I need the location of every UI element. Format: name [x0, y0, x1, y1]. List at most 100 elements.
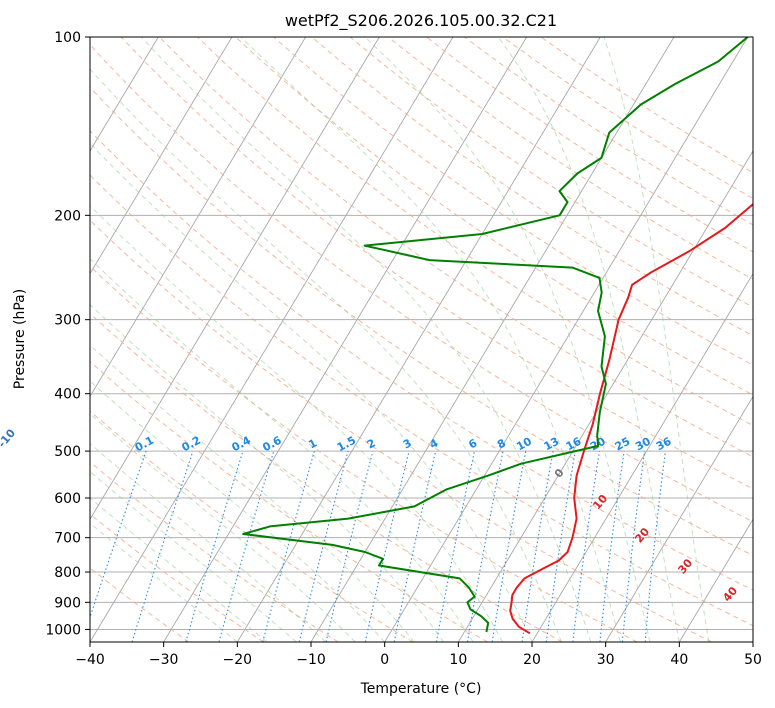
moist-adiabat-line — [90, 413, 356, 642]
mixing-ratio-line — [325, 450, 374, 642]
mixing-ratio-line — [262, 450, 315, 642]
dry-adiabat-line — [90, 410, 414, 642]
dry-adiabat-line — [426, 37, 753, 253]
isotherm-line — [90, 37, 307, 398]
mixing-ratio-label: 13 — [542, 435, 562, 454]
x-tick-label: −30 — [149, 652, 179, 668]
dry-adiabat-line — [90, 130, 753, 591]
dry-adiabat-line — [349, 37, 753, 308]
moist-adiabat-line — [240, 37, 621, 642]
chart-title: wetPf2_S206.2026.105.00.32.C21 — [285, 11, 557, 31]
mixing-ratio-line — [621, 451, 646, 642]
mixing-ratio-line — [218, 450, 275, 642]
dry-adiabat-line — [197, 37, 753, 427]
dry-adiabat-line — [90, 174, 753, 627]
moist-adiabat-line — [90, 68, 562, 642]
mixing-ratio-label: 10 — [514, 435, 534, 454]
mixing-ratio-line — [364, 450, 410, 642]
dry-adiabat-line — [90, 513, 264, 642]
moist-adiabat-line — [90, 442, 327, 642]
dry-adiabat-line — [273, 37, 753, 366]
dry-adiabat-line — [90, 312, 563, 642]
mixing-ratio-label: 2 — [365, 436, 378, 451]
dry-adiabat-line — [90, 567, 190, 642]
moist-adiabat-line — [90, 344, 415, 642]
y-tick-label: 200 — [54, 208, 81, 224]
mixing-ratio-label: 16 — [564, 434, 584, 453]
dry-adiabat-line — [158, 37, 753, 458]
x-tick-label: −10 — [296, 652, 326, 668]
mixing-ratio-line — [185, 450, 244, 642]
x-tick-label: −40 — [75, 652, 105, 668]
background-lines — [0, 37, 753, 642]
moist-adiabat-line — [90, 497, 268, 642]
mixing-ratio-line — [599, 451, 625, 642]
dry-adiabat-line — [235, 37, 753, 396]
x-axis-label: Temperature (°C) — [360, 681, 482, 697]
moist-adiabat-line — [90, 142, 533, 642]
dry-adiabat-line — [90, 43, 753, 523]
mixing-ratio-line — [545, 451, 576, 642]
isotherm-line — [457, 150, 753, 642]
y-tick-label: 400 — [54, 387, 81, 403]
isotherm-line — [384, 37, 749, 642]
y-tick-label: 900 — [54, 595, 81, 611]
moist-adiabat-line — [140, 37, 592, 642]
mixing-ratio-line — [521, 451, 554, 642]
isotherm-line — [90, 37, 380, 521]
moist-adiabat-line — [90, 470, 297, 642]
y-tick-label: 500 — [54, 444, 81, 460]
x-tick-label: 0 — [380, 652, 389, 668]
mixing-ratio-label: 3 — [401, 436, 414, 451]
isotherm-line — [678, 518, 753, 642]
y-tick-label: 1000 — [45, 622, 81, 638]
moist-adiabat-line — [90, 380, 386, 642]
y-tick-label: 800 — [54, 565, 81, 581]
isotherm-line — [605, 395, 753, 642]
mixing-ratio-label: 30 — [633, 435, 653, 454]
dry-adiabat-line — [311, 37, 753, 337]
x-tick-label: 50 — [744, 652, 762, 668]
dewpoint-profile-line — [242, 37, 749, 633]
moist-adiabat-line — [90, 304, 444, 642]
moist-adiabat-label: 0 — [552, 466, 567, 480]
mixing-ratio-label: 25 — [613, 435, 633, 454]
y-axis-label: Pressure (hPa) — [12, 289, 28, 389]
x-tick-label: −20 — [223, 652, 253, 668]
isotherm-line — [752, 641, 753, 642]
moist-adiabat-label: 20 — [632, 525, 652, 545]
mixing-ratio-label: 36 — [654, 434, 674, 453]
dry-adiabat-line — [90, 461, 339, 642]
isotherm-line — [0, 37, 11, 642]
mixing-ratio-label: 6 — [466, 436, 479, 451]
y-axis-ticks: 100 200 300 400 500 600 700 800 900 1000 — [45, 30, 90, 638]
mixing-ratio-label: 8 — [495, 436, 508, 451]
y-tick-label: 600 — [54, 491, 81, 507]
x-tick-label: 40 — [670, 652, 688, 668]
mixing-ratio-line — [298, 450, 349, 642]
plot-frame — [89, 36, 754, 643]
moist-adiabat-label: 10 — [590, 492, 610, 512]
dry-adiabat-line — [90, 360, 488, 642]
y-tick-label: 100 — [54, 30, 81, 46]
moist-adiabat-line — [90, 258, 474, 642]
isotherm-line — [531, 272, 753, 642]
x-tick-label: 20 — [523, 652, 541, 668]
mixing-ratio-line — [644, 451, 666, 642]
moist-adiabat-line — [90, 204, 503, 642]
isotherm-line — [90, 37, 159, 152]
dry-adiabat-line — [540, 37, 753, 174]
y-tick-label: 700 — [54, 531, 81, 547]
y-tick-label: 300 — [54, 313, 81, 329]
isotherm-line — [163, 37, 528, 642]
dry-adiabat-line — [387, 37, 753, 280]
temperature-profile-line — [509, 202, 753, 635]
mixing-ratio-line — [572, 451, 601, 642]
dry-adiabat-line — [120, 37, 753, 490]
moist-adiabat-label: 40 — [720, 584, 740, 604]
mixing-ratio-line — [393, 450, 437, 642]
dry-adiabat-line — [90, 219, 712, 642]
x-tick-label: 10 — [449, 652, 467, 668]
mixing-ratio-label: 4 — [428, 436, 441, 451]
isotherm-line — [90, 37, 454, 642]
